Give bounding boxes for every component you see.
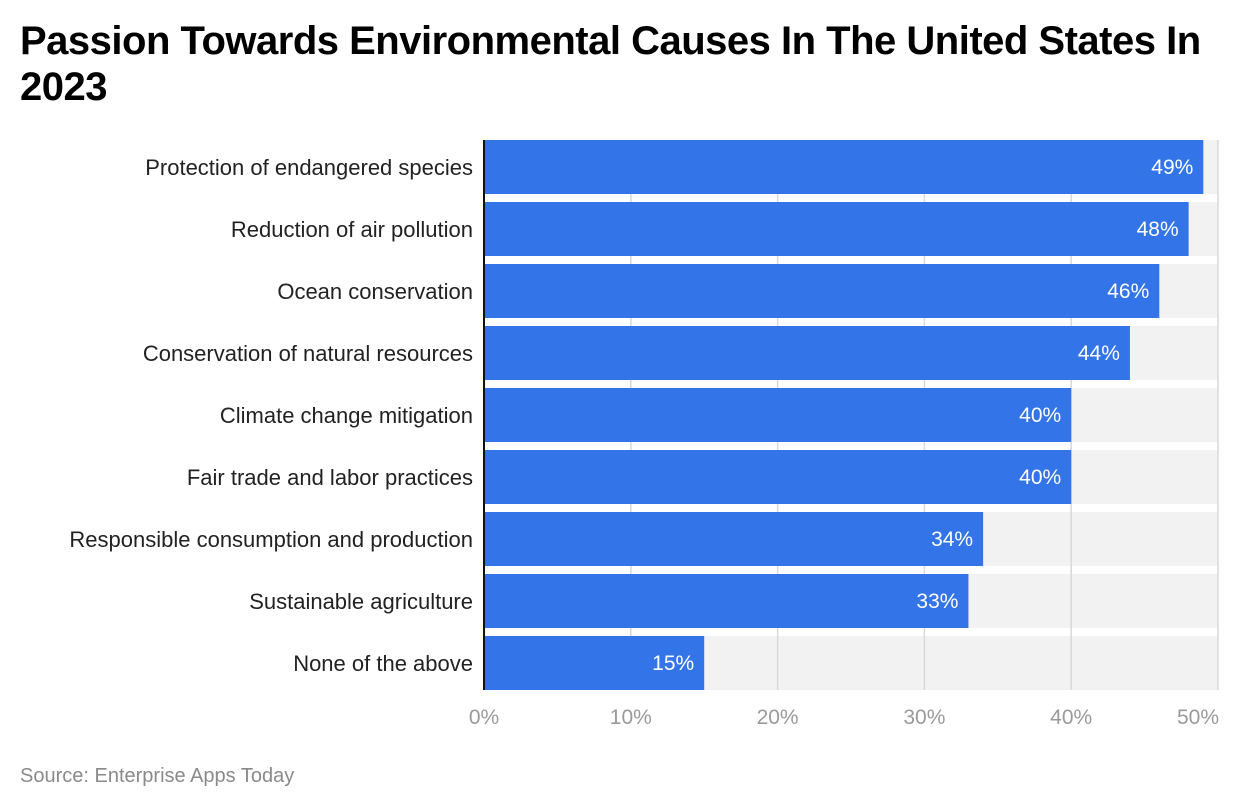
bar — [484, 264, 1160, 318]
value-label: 40% — [1019, 404, 1061, 427]
category-label: Ocean conservation — [277, 279, 473, 304]
value-label: 34% — [931, 528, 973, 551]
bar — [484, 450, 1072, 504]
category-label: None of the above — [293, 651, 473, 676]
source-note: Source: Enterprise Apps Today — [20, 765, 295, 787]
x-tick-label: 50% — [1177, 706, 1219, 729]
x-tick-label: 40% — [1050, 706, 1092, 729]
bars — [484, 140, 1204, 690]
value-label: 44% — [1078, 342, 1120, 365]
bar — [484, 636, 705, 690]
x-tick-label: 30% — [903, 706, 945, 729]
value-label: 33% — [916, 590, 958, 613]
chart-title: Passion Towards Environmental Causes In … — [20, 19, 1201, 109]
category-label: Responsible consumption and production — [69, 527, 473, 552]
value-label: 40% — [1019, 466, 1061, 489]
bar — [484, 326, 1130, 380]
value-label: 46% — [1107, 280, 1149, 303]
bar — [484, 202, 1189, 256]
bar — [484, 512, 984, 566]
x-tick-label: 20% — [757, 706, 799, 729]
category-labels: Protection of endangered species Reductio… — [69, 155, 473, 676]
bar — [484, 574, 969, 628]
x-tick-label: 10% — [610, 706, 652, 729]
bar — [484, 140, 1204, 194]
x-tick-label: 0% — [469, 706, 499, 729]
category-label: Fair trade and labor practices — [187, 465, 473, 490]
category-label: Climate change mitigation — [220, 403, 473, 428]
value-label: 48% — [1137, 218, 1179, 241]
x-axis-tick-labels: 0% 10% 20% 30% 40% 50% — [469, 706, 1219, 729]
category-label: Reduction of air pollution — [231, 217, 473, 242]
category-label: Conservation of natural resources — [143, 341, 473, 366]
value-labels: 49% 48% 46% 44% 40% 40% 34% 33% 15% — [652, 156, 1193, 675]
value-label: 49% — [1151, 156, 1193, 179]
bar — [484, 388, 1072, 442]
category-label: Sustainable agriculture — [249, 589, 473, 614]
category-label: Protection of endangered species — [145, 155, 473, 180]
value-label: 15% — [652, 652, 694, 675]
